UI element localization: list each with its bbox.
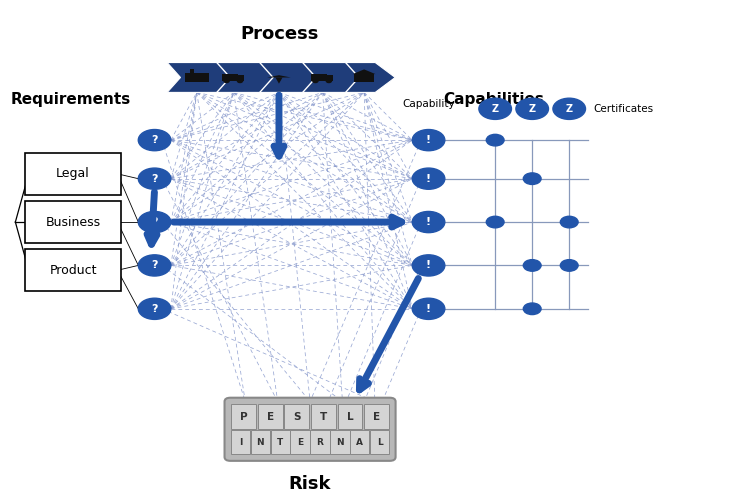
Text: Capabilities: Capabilities: [443, 92, 545, 107]
Text: A: A: [357, 438, 363, 447]
Text: Product: Product: [49, 264, 97, 277]
Text: ?: ?: [151, 135, 158, 145]
FancyBboxPatch shape: [310, 430, 330, 454]
Circle shape: [413, 168, 445, 189]
FancyBboxPatch shape: [25, 153, 122, 195]
FancyBboxPatch shape: [258, 404, 283, 429]
Circle shape: [523, 259, 541, 271]
Circle shape: [479, 98, 512, 120]
FancyBboxPatch shape: [185, 73, 209, 82]
FancyBboxPatch shape: [231, 430, 250, 454]
Text: ?: ?: [151, 260, 158, 270]
Polygon shape: [267, 75, 291, 78]
Text: Legal: Legal: [56, 167, 90, 180]
Circle shape: [326, 79, 331, 83]
Circle shape: [523, 303, 541, 315]
FancyBboxPatch shape: [290, 430, 310, 454]
FancyBboxPatch shape: [231, 404, 256, 429]
Text: T: T: [320, 411, 327, 421]
Circle shape: [560, 216, 578, 228]
Text: !: !: [426, 174, 431, 184]
FancyBboxPatch shape: [311, 404, 336, 429]
Polygon shape: [167, 63, 395, 93]
Text: !: !: [426, 304, 431, 314]
FancyBboxPatch shape: [251, 430, 270, 454]
Text: !: !: [426, 260, 431, 270]
Circle shape: [138, 298, 171, 319]
Circle shape: [138, 129, 171, 151]
Text: L: L: [347, 411, 353, 421]
Circle shape: [486, 216, 504, 228]
FancyBboxPatch shape: [284, 404, 309, 429]
Text: E: E: [373, 411, 380, 421]
FancyBboxPatch shape: [370, 430, 389, 454]
Circle shape: [237, 79, 242, 83]
Circle shape: [486, 134, 504, 146]
Text: Z: Z: [529, 104, 536, 114]
FancyBboxPatch shape: [189, 69, 195, 73]
Circle shape: [560, 259, 578, 271]
FancyBboxPatch shape: [25, 249, 122, 291]
Text: E: E: [267, 411, 274, 421]
Circle shape: [516, 98, 548, 120]
Circle shape: [413, 298, 445, 319]
FancyBboxPatch shape: [364, 404, 389, 429]
Text: ?: ?: [151, 174, 158, 184]
Text: L: L: [377, 438, 383, 447]
Circle shape: [138, 212, 171, 233]
Circle shape: [224, 79, 229, 83]
Text: ?: ?: [151, 304, 158, 314]
Circle shape: [523, 173, 541, 184]
Text: Process: Process: [240, 25, 319, 43]
Text: Z: Z: [565, 104, 573, 114]
Text: Capability: Capability: [402, 99, 455, 109]
Text: E: E: [297, 438, 303, 447]
Circle shape: [313, 79, 318, 83]
Text: Risk: Risk: [289, 475, 331, 494]
FancyBboxPatch shape: [222, 74, 238, 81]
Text: Z: Z: [492, 104, 499, 114]
Text: I: I: [239, 438, 242, 447]
Polygon shape: [275, 78, 283, 84]
Text: N: N: [336, 438, 344, 447]
FancyBboxPatch shape: [337, 404, 363, 429]
FancyBboxPatch shape: [354, 74, 374, 82]
Text: R: R: [316, 438, 324, 447]
Circle shape: [413, 129, 445, 151]
FancyBboxPatch shape: [271, 430, 290, 454]
Circle shape: [413, 212, 445, 233]
Text: !: !: [426, 135, 431, 145]
Text: N: N: [257, 438, 264, 447]
FancyBboxPatch shape: [326, 76, 333, 81]
Circle shape: [553, 98, 586, 120]
Text: Certificates: Certificates: [593, 104, 653, 114]
Circle shape: [413, 255, 445, 276]
Text: P: P: [240, 411, 248, 421]
FancyBboxPatch shape: [25, 201, 122, 243]
FancyBboxPatch shape: [237, 76, 244, 81]
Text: T: T: [277, 438, 283, 447]
Text: S: S: [293, 411, 301, 421]
Polygon shape: [353, 69, 375, 74]
Circle shape: [138, 255, 171, 276]
Circle shape: [138, 168, 171, 189]
Text: !: !: [426, 217, 431, 227]
FancyBboxPatch shape: [330, 430, 350, 454]
FancyBboxPatch shape: [225, 398, 395, 461]
Text: ?: ?: [151, 217, 158, 227]
FancyBboxPatch shape: [350, 430, 369, 454]
FancyBboxPatch shape: [311, 74, 327, 81]
Text: Requirements: Requirements: [10, 92, 131, 107]
Text: Business: Business: [46, 216, 101, 229]
